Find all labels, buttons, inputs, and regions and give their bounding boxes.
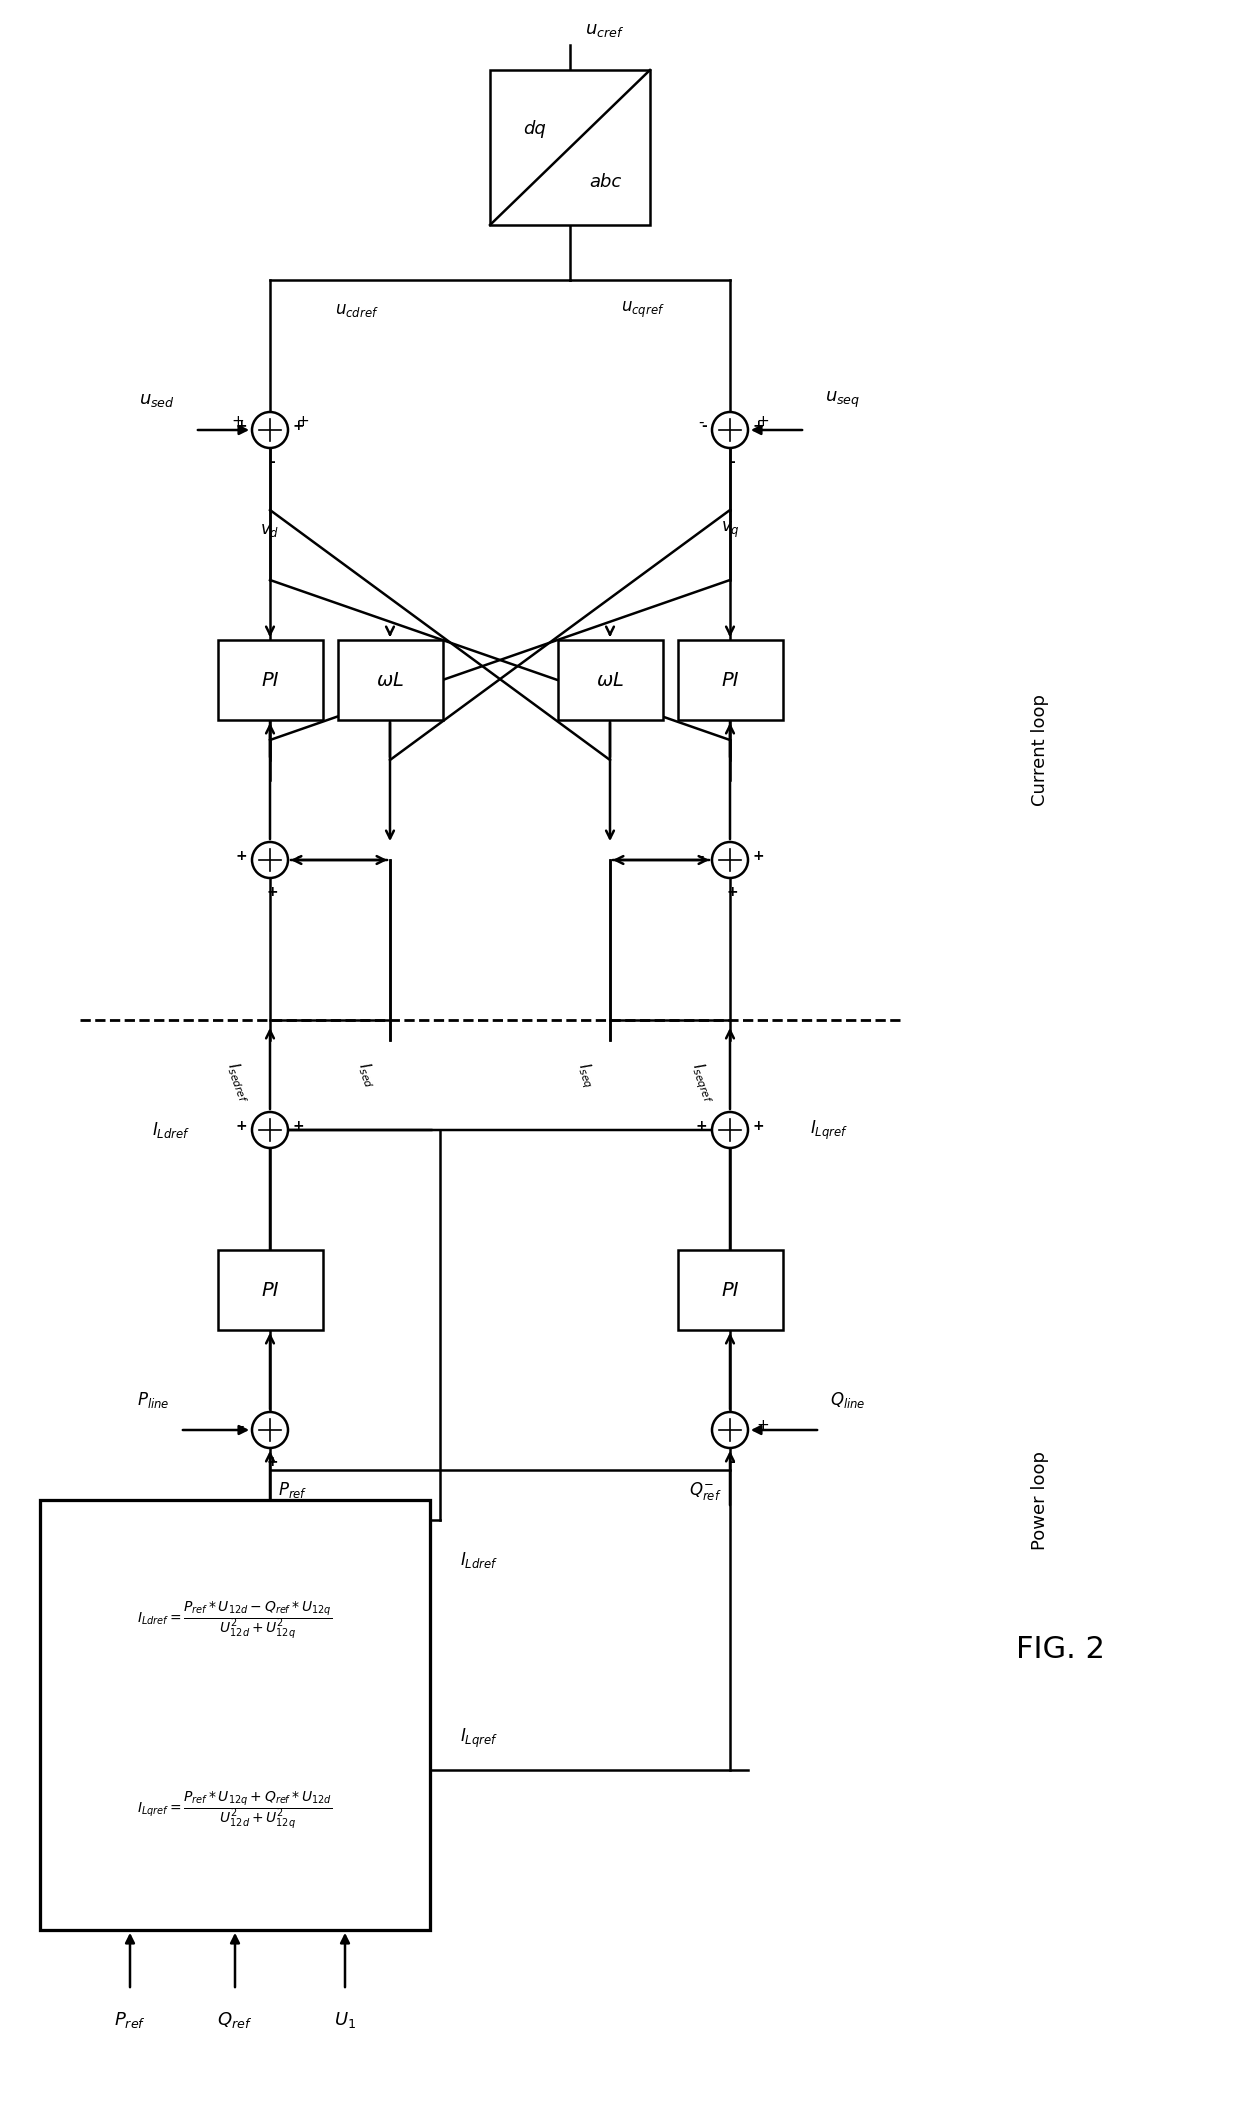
Circle shape <box>712 1113 748 1149</box>
Text: abc: abc <box>589 173 621 191</box>
Text: $I_{Lqref}$: $I_{Lqref}$ <box>810 1119 848 1142</box>
Text: $Q_{ref}^{-}$: $Q_{ref}^{-}$ <box>689 1479 722 1502</box>
Text: $I_{sed}$: $I_{sed}$ <box>353 1060 379 1090</box>
Text: $u_{cref}$: $u_{cref}$ <box>585 21 625 40</box>
Text: $\omega L$: $\omega L$ <box>377 671 404 690</box>
Text: +: + <box>293 1119 305 1132</box>
Text: +: + <box>696 1119 707 1132</box>
Text: +: + <box>296 414 309 429</box>
Text: -: - <box>729 454 735 469</box>
Text: $I_{Ldref}=\dfrac{P_{ref}*U_{12d}-Q_{ref}*U_{12q}}{U^2_{12d}+U^2_{12q}}$: $I_{Ldref}=\dfrac{P_{ref}*U_{12d}-Q_{ref… <box>138 1599 332 1641</box>
Text: $P_{ref}$: $P_{ref}$ <box>278 1479 308 1500</box>
Text: +: + <box>753 419 765 433</box>
Text: $u_{sed}$: $u_{sed}$ <box>139 391 175 408</box>
Text: $I_{sedref}$: $I_{sedref}$ <box>223 1060 255 1105</box>
Text: +: + <box>236 850 247 863</box>
Text: $u_{cqref}$: $u_{cqref}$ <box>621 301 665 320</box>
Text: PI: PI <box>722 671 739 690</box>
Text: -: - <box>702 419 707 433</box>
Text: +: + <box>727 886 738 898</box>
Text: $I_{seqref}$: $I_{seqref}$ <box>687 1060 720 1107</box>
Circle shape <box>712 1412 748 1448</box>
Bar <box>678 640 782 720</box>
Text: -: - <box>698 848 704 863</box>
Bar <box>339 640 443 720</box>
Text: $Q_{ref}$: $Q_{ref}$ <box>217 2009 253 2030</box>
Text: Power loop: Power loop <box>1030 1450 1049 1549</box>
Text: +: + <box>724 1138 737 1153</box>
Text: +: + <box>756 414 769 429</box>
Bar <box>678 1250 782 1330</box>
Circle shape <box>252 412 288 448</box>
Text: $I_{Ldref}$: $I_{Ldref}$ <box>460 1551 498 1570</box>
Text: -: - <box>269 454 275 469</box>
Circle shape <box>712 412 748 448</box>
Text: +: + <box>267 1456 278 1469</box>
Bar <box>40 1500 430 1929</box>
Text: $I_{seq}$: $I_{seq}$ <box>572 1060 600 1090</box>
Text: $v_q$: $v_q$ <box>720 520 739 541</box>
Text: +: + <box>293 419 305 433</box>
Text: +: + <box>264 1138 277 1153</box>
Text: -: - <box>238 1418 244 1433</box>
Circle shape <box>252 1412 288 1448</box>
Text: -: - <box>729 1456 735 1469</box>
Text: $U_1$: $U_1$ <box>334 2009 356 2030</box>
Text: $u_{seq}$: $u_{seq}$ <box>825 389 861 410</box>
Text: PI: PI <box>262 671 279 690</box>
Text: $I_{Lqref}$: $I_{Lqref}$ <box>460 1727 498 1751</box>
Text: $Q_{line}$: $Q_{line}$ <box>830 1391 866 1410</box>
Bar <box>558 640 663 720</box>
Text: +: + <box>267 886 278 898</box>
Circle shape <box>252 842 288 877</box>
Text: $P_{ref}$: $P_{ref}$ <box>114 2009 146 2030</box>
Text: PI: PI <box>262 1281 279 1300</box>
Text: $u_{cdref}$: $u_{cdref}$ <box>335 301 379 320</box>
Text: Current loop: Current loop <box>1030 694 1049 806</box>
Text: $I_{Ldref}$: $I_{Ldref}$ <box>151 1119 190 1140</box>
Bar <box>218 640 322 720</box>
Text: $v_d$: $v_d$ <box>260 522 280 539</box>
Text: +: + <box>236 419 247 433</box>
Bar <box>218 1250 322 1330</box>
Circle shape <box>252 1113 288 1149</box>
Text: $P_{line}$: $P_{line}$ <box>138 1391 170 1410</box>
Text: $\omega L$: $\omega L$ <box>596 671 625 690</box>
Bar <box>490 69 650 225</box>
Text: +: + <box>753 850 765 863</box>
Text: +: + <box>753 1119 765 1132</box>
Text: PI: PI <box>722 1281 739 1300</box>
Text: -: - <box>296 848 301 863</box>
Text: FIG. 2: FIG. 2 <box>1016 1635 1105 1664</box>
Text: dq: dq <box>523 120 546 139</box>
Text: +: + <box>231 414 244 429</box>
Circle shape <box>712 842 748 877</box>
Text: $I_{Lqref}=\dfrac{P_{ref}*U_{12q}+Q_{ref}*U_{12d}}{U^2_{12d}+U^2_{12q}}$: $I_{Lqref}=\dfrac{P_{ref}*U_{12q}+Q_{ref… <box>138 1788 332 1830</box>
Text: +: + <box>236 1119 247 1132</box>
Text: +: + <box>756 1418 769 1433</box>
Text: -: - <box>698 414 704 429</box>
